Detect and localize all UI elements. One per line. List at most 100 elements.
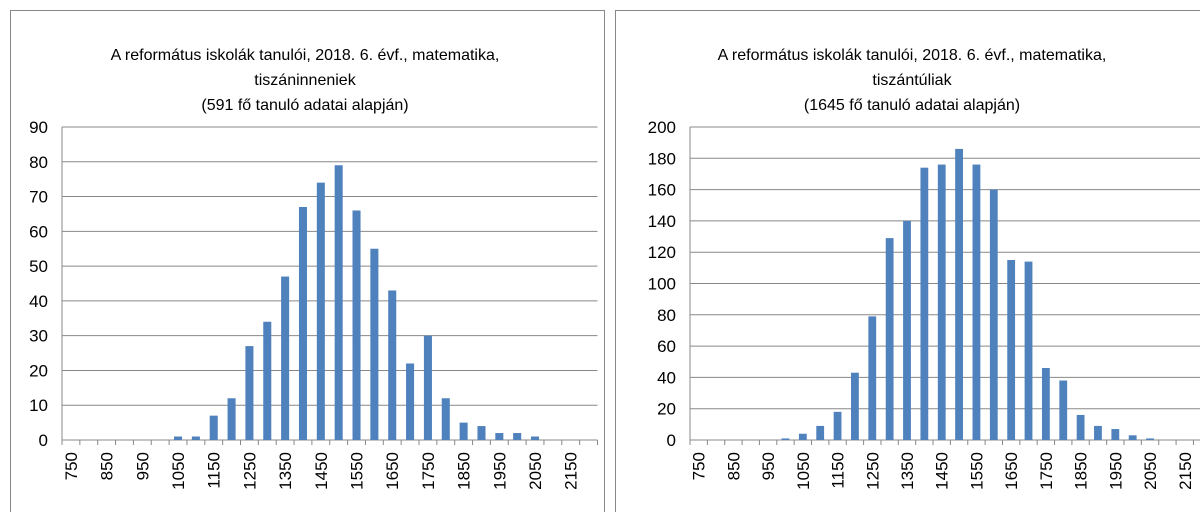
bar bbox=[406, 363, 415, 440]
bar bbox=[816, 425, 825, 440]
bar bbox=[298, 206, 307, 440]
bar bbox=[781, 438, 790, 440]
bar bbox=[316, 182, 325, 440]
y-tick-label: 0 bbox=[39, 431, 48, 450]
y-tick-label: 100 bbox=[648, 275, 676, 294]
x-tick-label: 1650 bbox=[383, 452, 402, 490]
y-tick-label: 80 bbox=[29, 153, 48, 172]
x-tick-label: 1750 bbox=[1037, 452, 1056, 490]
bar bbox=[868, 316, 877, 440]
bar bbox=[263, 321, 272, 440]
chart-title: tiszáninneniek bbox=[254, 72, 356, 89]
x-tick-label: 1850 bbox=[1072, 452, 1091, 490]
x-tick-label: 1450 bbox=[312, 452, 331, 490]
bar bbox=[1024, 261, 1033, 440]
x-tick-label: 1350 bbox=[898, 452, 917, 490]
bar bbox=[1094, 425, 1102, 440]
x-tick-label: 1550 bbox=[348, 452, 367, 490]
y-tick-label: 200 bbox=[648, 118, 676, 137]
x-tick-label: 1950 bbox=[1106, 452, 1125, 490]
bar bbox=[955, 148, 963, 440]
bar bbox=[441, 398, 450, 440]
x-tick-label: 1450 bbox=[933, 452, 952, 490]
bar bbox=[423, 335, 432, 440]
y-tick-label: 180 bbox=[648, 149, 676, 168]
bar bbox=[495, 433, 504, 440]
bar bbox=[1076, 414, 1085, 440]
bar bbox=[903, 220, 911, 440]
y-tick-label: 120 bbox=[648, 243, 676, 262]
y-tick-label: 80 bbox=[657, 306, 676, 325]
x-tick-label: 750 bbox=[690, 452, 709, 480]
bar bbox=[1007, 260, 1016, 440]
y-tick-label: 50 bbox=[29, 257, 48, 276]
chart-title: tiszántúliak bbox=[872, 72, 952, 89]
bar bbox=[937, 164, 946, 440]
bar bbox=[833, 411, 842, 440]
bar bbox=[191, 436, 200, 440]
bar bbox=[281, 276, 290, 440]
bar bbox=[920, 167, 929, 440]
x-tick-label: 1150 bbox=[205, 452, 224, 489]
panel-frame bbox=[10, 10, 605, 512]
bar bbox=[334, 165, 343, 440]
bar bbox=[1111, 429, 1120, 440]
x-tick-label: 950 bbox=[133, 452, 152, 480]
bar bbox=[989, 189, 998, 440]
chart-title: A református iskolák tanulói, 2018. 6. é… bbox=[111, 47, 500, 64]
x-tick-label: 2150 bbox=[1176, 452, 1195, 490]
x-tick-label: 750 bbox=[62, 452, 81, 480]
x-tick-label: 850 bbox=[724, 452, 743, 480]
y-tick-label: 20 bbox=[657, 400, 676, 419]
x-tick-label: 1250 bbox=[863, 452, 882, 490]
bar bbox=[531, 436, 540, 440]
y-tick-label: 10 bbox=[29, 396, 48, 415]
y-tick-label: 90 bbox=[29, 118, 48, 137]
bar bbox=[1041, 368, 1050, 440]
y-tick-label: 60 bbox=[29, 222, 48, 241]
bar bbox=[885, 238, 894, 440]
y-tick-label: 0 bbox=[667, 431, 676, 450]
x-tick-label: 1050 bbox=[169, 452, 188, 490]
y-tick-label: 30 bbox=[29, 327, 48, 346]
x-tick-label: 2050 bbox=[526, 452, 545, 490]
y-tick-label: 70 bbox=[29, 188, 48, 207]
chart-title: A református iskolák tanulói, 2018. 6. é… bbox=[718, 47, 1107, 64]
y-tick-label: 40 bbox=[29, 292, 48, 311]
bar bbox=[851, 372, 859, 440]
bar bbox=[1059, 380, 1068, 440]
bar bbox=[513, 433, 522, 440]
bar bbox=[477, 426, 486, 440]
x-tick-label: 1050 bbox=[794, 452, 813, 490]
x-tick-label: 850 bbox=[98, 452, 117, 480]
panel-frame bbox=[615, 10, 1200, 512]
bar bbox=[972, 164, 981, 440]
x-tick-label: 1550 bbox=[967, 452, 986, 490]
bar bbox=[245, 346, 254, 440]
y-tick-label: 140 bbox=[648, 212, 676, 231]
chart-title: (1645 fő tanuló adatai alapján) bbox=[804, 97, 1020, 114]
y-tick-label: 160 bbox=[648, 181, 676, 200]
y-tick-label: 60 bbox=[657, 337, 676, 356]
bar bbox=[227, 398, 236, 440]
bar bbox=[209, 415, 218, 440]
bar bbox=[370, 248, 379, 440]
x-tick-label: 1350 bbox=[276, 452, 295, 490]
y-tick-label: 40 bbox=[657, 368, 676, 387]
x-tick-label: 1950 bbox=[490, 452, 509, 490]
x-tick-label: 2050 bbox=[1141, 452, 1160, 490]
x-tick-label: 1750 bbox=[419, 452, 438, 490]
x-tick-label: 2150 bbox=[562, 452, 581, 490]
x-tick-label: 1850 bbox=[455, 452, 474, 490]
bar bbox=[798, 433, 807, 440]
x-tick-label: 1150 bbox=[829, 452, 848, 489]
x-tick-label: 1250 bbox=[240, 452, 259, 490]
y-tick-label: 20 bbox=[29, 361, 48, 380]
bar bbox=[459, 422, 468, 440]
bar bbox=[388, 290, 397, 440]
bar bbox=[174, 436, 183, 440]
x-tick-label: 1650 bbox=[1002, 452, 1021, 490]
bar bbox=[352, 210, 361, 440]
bar bbox=[1128, 435, 1137, 440]
